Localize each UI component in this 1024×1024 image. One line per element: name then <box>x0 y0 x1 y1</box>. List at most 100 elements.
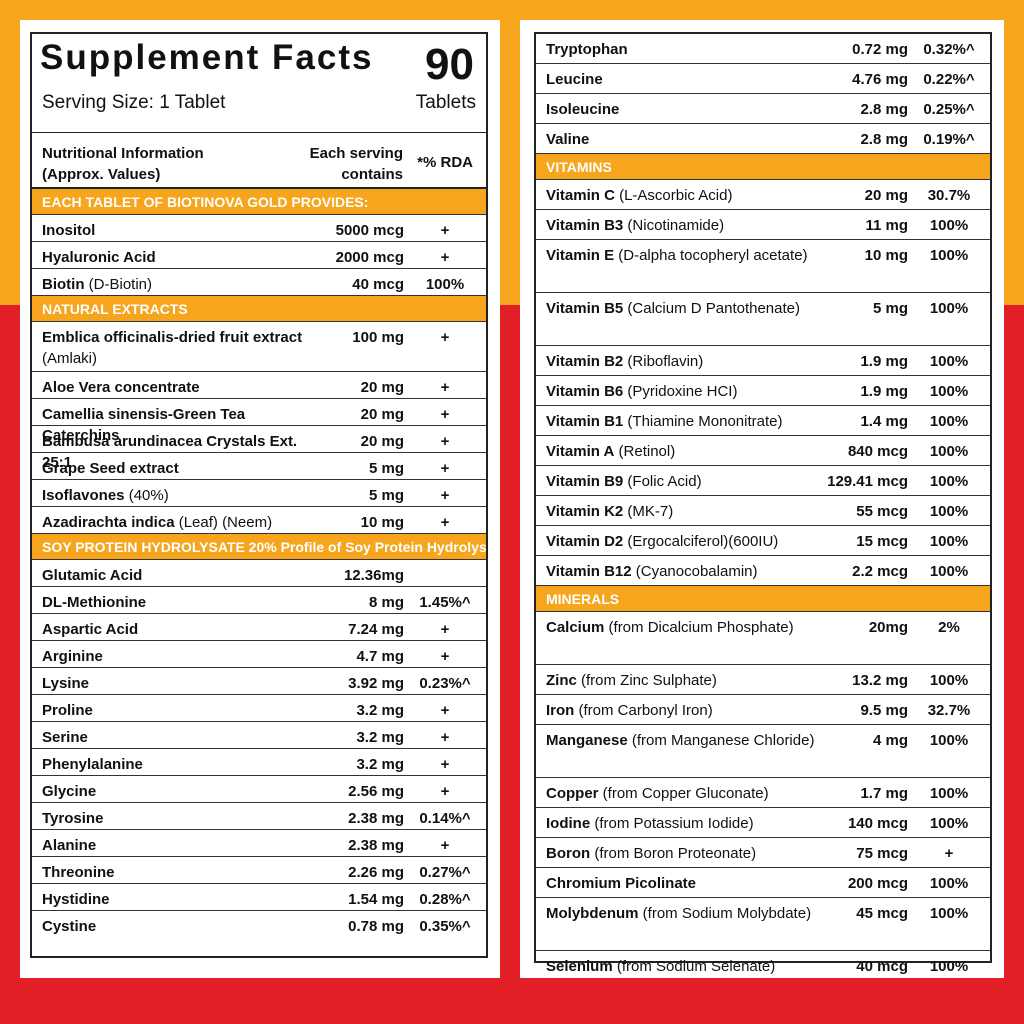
nutrient-name: Vitamin A <box>546 443 615 460</box>
nutrient-amount: 5000 mcg <box>335 222 404 239</box>
nutrient-name: Inositol <box>42 222 96 239</box>
nutrient-name: Glutamic Acid <box>42 567 143 584</box>
nutrient-name-cell: Grape Seed extract <box>42 458 317 479</box>
nutrient-name-cell: Hyaluronic Acid <box>42 247 317 268</box>
nutrient-name: Vitamin C <box>546 187 615 204</box>
nutrient-name: Calcium <box>546 619 605 636</box>
column-serving-line1: Each serving <box>309 145 403 162</box>
nutrient-row: Vitamin D2 (Ergocalciferol)(600IU) 15 mcg… <box>536 526 990 556</box>
nutrient-amount: 55 mcg <box>856 503 908 520</box>
nutrient-rda: 0.28%^ <box>419 891 471 908</box>
nutrient-detail: (Ergocalciferol)(600IU) <box>623 533 779 550</box>
nutrient-row: Aloe Vera concentrate 20 mg + <box>32 372 486 399</box>
nutrient-detail: (Retinol) <box>614 443 676 460</box>
section-header: MINERALS <box>536 586 990 612</box>
nutrient-name-cell: Vitamin A (Retinol) <box>546 441 816 462</box>
nutrient-row: Azadirachta indica (Leaf) (Neem) 10 mg + <box>32 507 486 534</box>
nutrient-rda: 100% <box>929 413 969 430</box>
nutrient-amount: 5 mg <box>872 300 908 317</box>
nutrient-row: Selenium (from Sodium Selenate) 40 mcg 100… <box>536 951 990 981</box>
nutrient-detail: (Riboflavin) <box>623 353 704 370</box>
nutrient-detail: (D-alpha tocopheryl acetate) <box>614 247 808 264</box>
nutrient-rda: 100% <box>929 875 969 892</box>
nutrient-detail: (from Sodium Molybdate) <box>638 905 812 922</box>
nutrient-row: Vitamin C (L-Ascorbic Acid) 20 mg 30.7% <box>536 180 990 210</box>
nutrient-detail: (from Potassium Iodide) <box>590 815 754 832</box>
nutrient-amount: 20 mg <box>360 406 404 423</box>
nutrient-rda: + <box>440 222 450 239</box>
nutrient-rda: + <box>440 406 450 423</box>
nutrient-row: Iodine (from Potassium Iodide) 140 mcg 100… <box>536 808 990 838</box>
nutrient-name: Molybdenum <box>546 905 639 922</box>
nutrient-row: Alanine 2.38 mg + <box>32 830 486 857</box>
nutrient-amount: 1.7 mg <box>860 785 908 802</box>
nutrient-row: Molybdenum (from Sodium Molybdate) 45 mcg… <box>536 898 990 951</box>
nutrient-name-cell: Vitamin B3 (Nicotinamide) <box>546 215 816 236</box>
nutrient-name: Manganese <box>546 732 628 749</box>
nutrient-detail: (from Carbonyl Iron) <box>574 702 713 719</box>
nutrient-amount: 7.24 mg <box>348 621 404 638</box>
nutrient-rda: 0.25%^ <box>923 101 975 118</box>
nutrient-amount: 200 mcg <box>847 875 908 892</box>
nutrient-detail: (Calcium D Pantothenate) <box>623 300 800 317</box>
nutrient-name-cell: Boron (from Boron Proteonate) <box>546 843 816 864</box>
nutrient-row: Vitamin B6 (Pyridoxine HCI) 1.9 mg 100% <box>536 376 990 406</box>
nutrient-rda: 100% <box>929 300 969 317</box>
nutrient-rda: 100% <box>929 815 969 832</box>
nutrient-name-cell: Valine <box>546 129 816 150</box>
nutrient-name: Vitamin B3 <box>546 217 624 234</box>
nutrient-name: Hystidine <box>42 891 110 908</box>
nutrient-amount: 2.8 mg <box>860 101 908 118</box>
nutrient-name: Camellia sinensis-Green Tea Caterchins <box>42 406 246 444</box>
nutrient-name: Isoflavones <box>42 487 125 504</box>
nutrient-name: Biotin <box>42 276 85 293</box>
nutrient-name: Tryptophan <box>546 41 628 58</box>
nutrient-detail: (40%) <box>124 487 169 504</box>
nutrient-name-cell: Vitamin C (L-Ascorbic Acid) <box>546 185 816 206</box>
nutrient-name: Proline <box>42 702 93 719</box>
right-table-body: Tryptophan 0.72 mg 0.32%^ Leucine 4.76 mg 0.2… <box>536 34 990 981</box>
nutrient-amount: 12.36mg <box>343 567 404 584</box>
nutrient-name-cell: Serine <box>42 727 317 748</box>
nutrient-rda: 0.14%^ <box>419 810 471 827</box>
nutrient-name-cell: Inositol <box>42 220 317 241</box>
nutrient-amount: 3.2 mg <box>356 702 404 719</box>
nutrient-rda: 32.7% <box>927 702 971 719</box>
nutrient-name-cell: Selenium (from Sodium Selenate) <box>546 956 816 977</box>
nutrient-amount: 3.2 mg <box>356 729 404 746</box>
column-rda: *% RDA <box>417 154 473 171</box>
nutrient-amount: 1.9 mg <box>860 383 908 400</box>
nutrient-rda: 0.19%^ <box>923 131 975 148</box>
nutrient-name-cell: Phenylalanine <box>42 754 317 775</box>
nutrient-name-cell: Vitamin E (D-alpha tocopheryl acetate) <box>546 245 816 266</box>
nutrient-amount: 840 mcg <box>847 443 908 460</box>
nutrient-rda: + <box>440 702 450 719</box>
nutrient-row: Proline 3.2 mg + <box>32 695 486 722</box>
nutrient-name-cell: Copper (from Copper Gluconate) <box>546 783 816 804</box>
nutrient-amount: 100 mg <box>352 329 404 346</box>
nutrient-rda: + <box>440 648 450 665</box>
tablet-count-unit: Tablets <box>415 92 476 113</box>
nutrient-amount: 8 mg <box>368 594 404 611</box>
nutrient-name: Chromium Picolinate <box>546 875 697 892</box>
nutrient-row: Biotin (D-Biotin) 40 mcg 100% <box>32 269 486 296</box>
nutrient-name-cell: Azadirachta indica (Leaf) (Neem) <box>42 512 317 533</box>
left-table-body: EACH TABLET OF BIOTINOVA GOLD PROVIDES: I… <box>32 189 486 938</box>
nutrient-name: Vitamin B5 <box>546 300 624 317</box>
nutrient-row: Hyaluronic Acid 2000 mcg + <box>32 242 486 269</box>
nutrient-amount: 2000 mcg <box>335 249 404 266</box>
nutrient-detail: (Folic Acid) <box>623 473 702 490</box>
nutrient-row: Bambusa arundinacea Crystals Ext. 25:1 20… <box>32 426 486 471</box>
nutrient-name: Azadirachta indica <box>42 514 175 531</box>
nutrient-row: DL-Methionine 8 mg 1.45%^ <box>32 587 486 614</box>
nutrient-rda: 2% <box>938 619 960 636</box>
nutrient-row: Vitamin B9 (Folic Acid) 129.41 mcg 100% <box>536 466 990 496</box>
nutrient-row: Iron (from Carbonyl Iron) 9.5 mg 32.7% <box>536 695 990 725</box>
nutrient-amount: 1.9 mg <box>860 353 908 370</box>
nutrient-name: Lysine <box>42 675 89 692</box>
nutrient-row: Calcium (from Dicalcium Phosphate) 20mg 2% <box>536 612 990 665</box>
nutrient-name-cell: Manganese (from Manganese Chloride) <box>546 730 816 751</box>
nutrient-row: Leucine 4.76 mg 0.22%^ <box>536 64 990 94</box>
nutrient-name-cell: Emblica officinalis-dried fruit extract … <box>42 327 317 369</box>
nutrient-rda: + <box>440 783 450 800</box>
